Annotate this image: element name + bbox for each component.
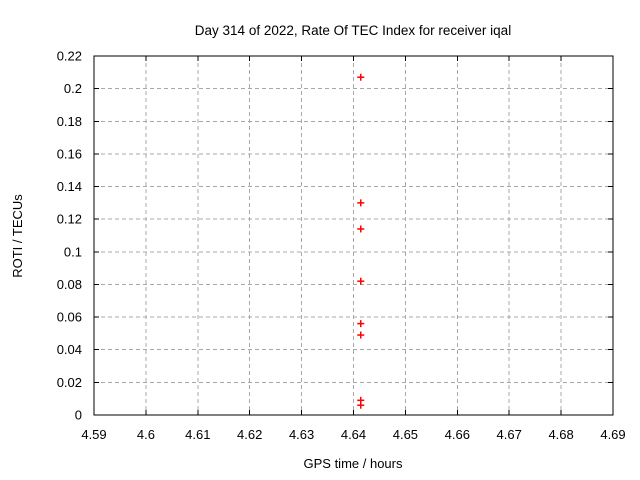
x-tick-label: 4.61 [185, 427, 210, 442]
x-tick-label: 4.65 [393, 427, 418, 442]
y-tick-label: 0.14 [57, 179, 82, 194]
grid-layer [94, 56, 613, 415]
x-tick-label: 4.63 [289, 427, 314, 442]
y-tick-label: 0.02 [57, 375, 82, 390]
y-tick-label: 0.04 [57, 342, 82, 357]
x-tick-label: 4.64 [341, 427, 366, 442]
x-axis-label: GPS time / hours [304, 456, 403, 471]
y-tick-label: 0.06 [57, 310, 82, 325]
x-tick-label: 4.67 [497, 427, 522, 442]
x-tick-label: 4.66 [445, 427, 470, 442]
plot-border [93, 55, 614, 416]
y-tick-label: 0 [75, 408, 82, 423]
x-tick-label: 4.68 [548, 427, 573, 442]
tick-layer [93, 55, 614, 416]
x-tick-label: 4.59 [81, 427, 106, 442]
y-tick-label: 0.22 [57, 49, 82, 64]
y-tick-label: 0.08 [57, 277, 82, 292]
y-axis-label: ROTI / TECUs [10, 194, 25, 278]
chart-title: Day 314 of 2022, Rate Of TEC Index for r… [195, 23, 511, 38]
y-tick-label: 0.16 [57, 146, 82, 161]
y-tick-label: 0.18 [57, 114, 82, 129]
x-tick-label: 4.62 [237, 427, 262, 442]
y-tick-label: 0.12 [57, 212, 82, 227]
x-tick-label: 4.6 [137, 427, 155, 442]
y-tick-label: 0.2 [64, 81, 82, 96]
data-points-layer [357, 73, 365, 409]
tick-label-layer: 4.59 4.6 4.61 4.62 4.63 4.64 4.65 4.66 4.67 4.68 4… [57, 49, 626, 443]
y-tick-label: 0.1 [64, 244, 82, 259]
x-tick-label: 4.69 [600, 427, 625, 442]
